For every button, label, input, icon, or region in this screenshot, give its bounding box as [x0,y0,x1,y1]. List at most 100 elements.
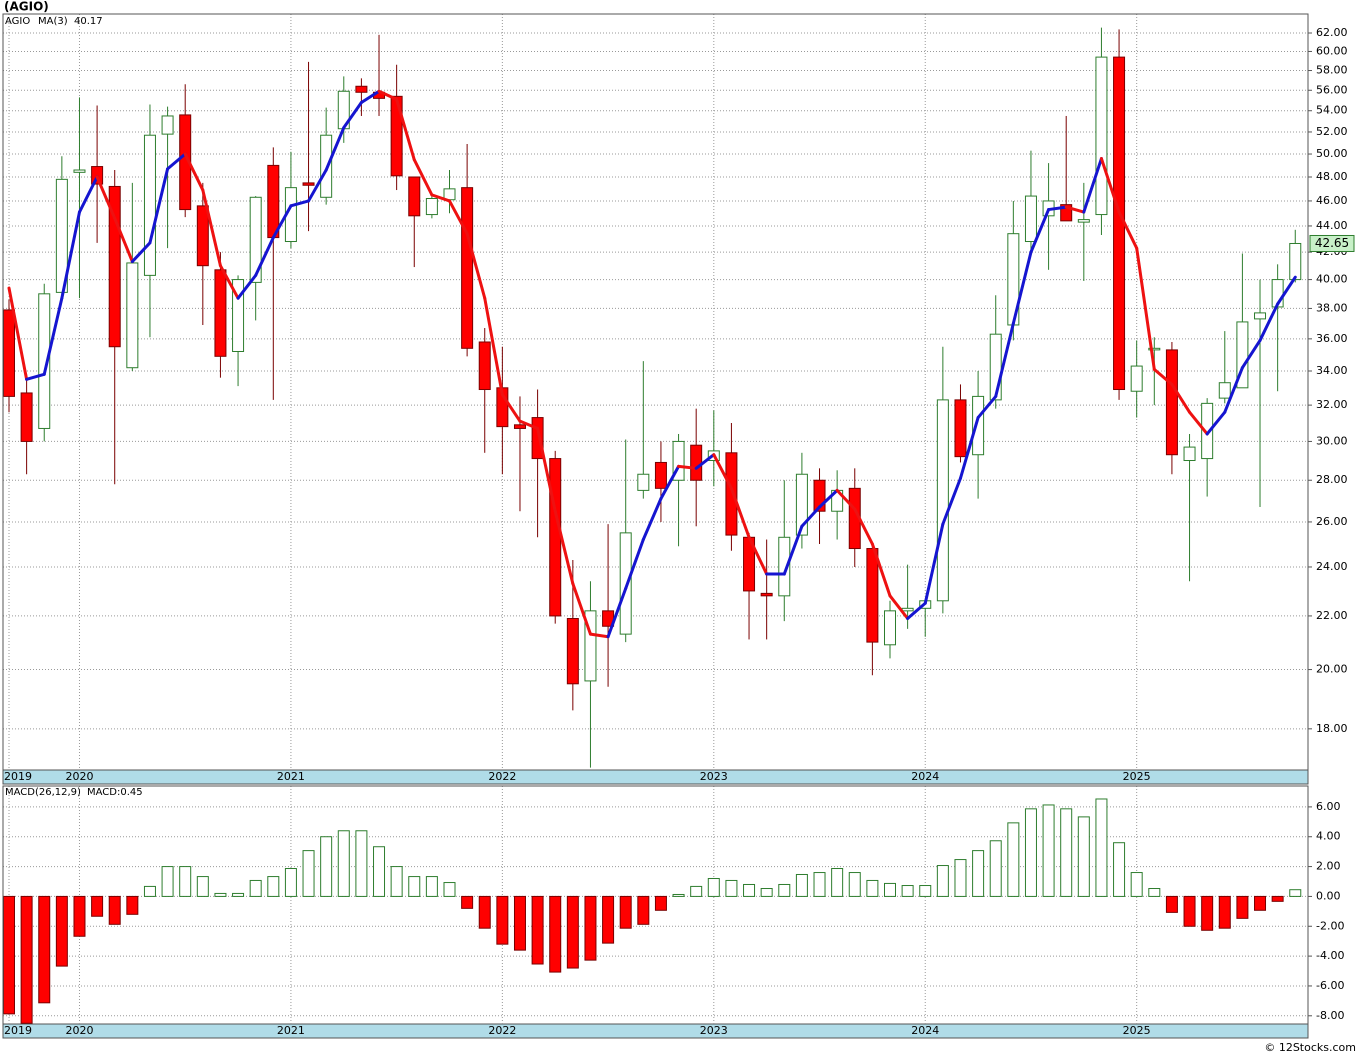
ma-segment [1099,157,1121,214]
macd-bar [602,895,615,944]
macd-bar [496,895,509,945]
candle-body [760,592,773,597]
y-tick-label: 48.00 [1316,170,1348,183]
x-tick-label: 2020 [65,770,93,783]
macd-bar [619,895,632,929]
candle-body [637,473,650,491]
ma-segment [377,89,399,101]
y-tick-label: 52.00 [1316,125,1348,138]
macd-bar [513,895,526,951]
x-tick-label: 2022 [488,1024,516,1037]
ma-segment [888,594,910,620]
ma-segment [1152,367,1174,386]
candle-body [531,417,544,460]
ma-segment [359,89,381,104]
y-tick-label: 4.00 [1316,830,1341,843]
macd-bar [795,873,808,897]
candle-body [566,617,579,685]
candle-body [108,185,121,348]
candle-body [936,399,949,602]
candle-body [1095,56,1108,216]
x-tick-label: 2019 [4,1024,32,1037]
candle-body [214,269,227,357]
macd-bar [725,879,738,897]
ma-segment [77,175,99,214]
y-tick-label: 30.00 [1316,434,1348,447]
y-tick-label: 36.00 [1316,332,1348,345]
macd-bar [672,893,685,897]
macd-bar [1095,798,1108,897]
macd-bar [1183,895,1196,927]
ma-segment [448,199,469,236]
macd-bar [55,895,68,967]
ma-segment [994,321,1015,398]
ma-segment [694,453,716,470]
candle-body [20,392,33,442]
ma-segment [113,216,134,264]
legend-ma: MA(3) [38,16,68,27]
macd-bar [1024,808,1037,897]
ma-segment [818,488,839,509]
x-tick-label: 2025 [1123,770,1151,783]
ma-segment [1082,157,1103,214]
y-tick-label: -2.00 [1316,919,1344,932]
candle-body [884,610,896,646]
ma-segment [677,464,698,470]
macd-bar [637,895,650,925]
macd-bar [813,872,826,897]
candle-body [143,134,156,276]
macd-bar [549,895,562,973]
candle-body [461,187,474,349]
macd-bar [443,882,456,897]
ma-segment [95,175,117,220]
ma-segment [201,188,222,268]
ma-segment [870,542,892,598]
macd-bar [707,878,720,897]
ma-segment [1223,366,1244,414]
ma-segment [1011,250,1033,325]
macd-bar [337,830,350,897]
candle-body [954,399,967,458]
legend-ma-value: 40.17 [74,16,103,27]
candle-body [249,196,262,283]
y-tick-label: 60.00 [1316,44,1348,57]
macd-bar [267,876,280,897]
macd-bar [108,895,121,925]
candle-body [232,279,245,352]
ma-segment [430,193,451,203]
x-tick-label: 2019 [4,770,32,783]
ma-segment [395,97,416,162]
macd-bar [355,830,368,897]
y-tick-label: -4.00 [1316,949,1344,962]
macd-bar [831,868,844,897]
y-tick-label: 46.00 [1316,194,1348,207]
macd-bar [972,850,985,897]
ma-segment [1135,246,1156,371]
y-tick-label: 6.00 [1316,800,1341,813]
ma-segment [536,426,557,513]
ma-segment [1276,275,1297,306]
candle-body [672,440,685,481]
macd-bar [1165,895,1178,913]
candle-body [1130,365,1143,392]
ma-segment [1205,410,1227,436]
last-price-label: 42.65 [1315,236,1349,250]
ma-segment [183,152,205,192]
macd-bar [425,876,438,897]
ma-segment [553,509,575,586]
macd-bar [1042,804,1055,897]
date-bar [2,769,1309,785]
macd-bar [1130,872,1143,897]
y-tick-label: 26.00 [1316,515,1348,528]
macd-bar [1201,895,1214,931]
macd-bar [302,850,315,897]
ma-segment [976,394,998,420]
macd-bar [461,895,474,909]
macd-bar [249,879,262,897]
ma-segment [500,393,522,423]
macd-bar [373,846,386,897]
candle-body [513,424,526,429]
ma-segment [606,586,628,639]
y-tick-label: 38.00 [1316,301,1348,314]
